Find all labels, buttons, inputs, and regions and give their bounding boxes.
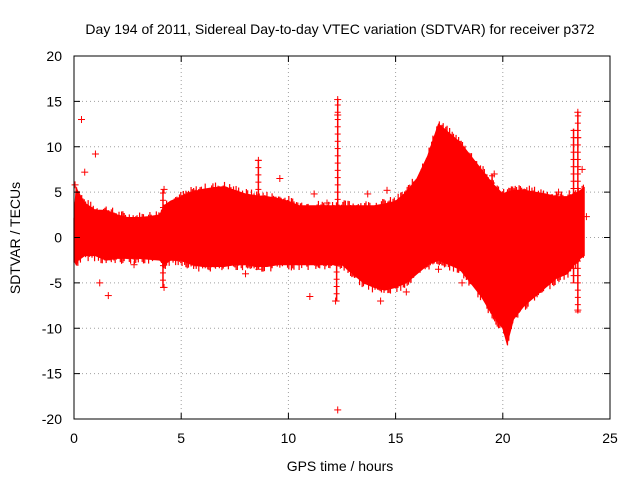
data-point	[434, 265, 442, 273]
tick-layer: 0 5 10 15 20 25 -20 -15 -10 -5 0 5 10 15 20	[42, 48, 618, 446]
y-tick-label: 10	[46, 139, 62, 155]
data-point	[404, 188, 412, 196]
data-point	[383, 186, 391, 194]
data-point	[334, 96, 342, 104]
x-tick-label: 10	[281, 430, 297, 446]
data-point	[377, 297, 385, 305]
data-point	[96, 279, 104, 287]
data-point	[160, 283, 168, 291]
data-point	[364, 190, 372, 198]
data-point	[130, 261, 138, 269]
x-tick-label: 15	[388, 430, 404, 446]
y-tick-label: 20	[46, 48, 62, 64]
data-point	[306, 292, 314, 300]
data-point	[91, 150, 99, 158]
y-tick-label: -10	[42, 320, 62, 336]
data-point	[81, 168, 89, 176]
data-point	[104, 292, 112, 300]
data-point	[242, 270, 250, 278]
data-point	[490, 170, 498, 178]
data-point	[582, 213, 590, 221]
data-point	[402, 288, 410, 296]
data-point	[334, 406, 342, 414]
y-tick-label: 15	[46, 93, 62, 109]
chart-title: Day 194 of 2011, Sidereal Day-to-day VTE…	[85, 21, 594, 37]
data-point	[160, 185, 168, 193]
data-point	[574, 108, 582, 116]
x-tick-label: 5	[177, 430, 185, 446]
data-point	[254, 156, 262, 164]
data-point	[417, 179, 425, 187]
data-point	[574, 306, 582, 314]
data-point	[520, 188, 528, 196]
data-layer	[71, 96, 590, 414]
x-axis-title: GPS time / hours	[287, 458, 394, 474]
data-point	[574, 134, 582, 142]
y-tick-label: -15	[42, 366, 62, 382]
x-tick-label: 20	[495, 430, 511, 446]
data-point	[332, 297, 340, 305]
x-tick-label: 25	[602, 430, 618, 446]
y-tick-label: -5	[50, 275, 63, 291]
data-point	[555, 188, 563, 196]
y-tick-label: 0	[54, 230, 62, 246]
x-tick-label: 0	[70, 430, 78, 446]
data-point	[578, 165, 586, 173]
data-point	[310, 190, 318, 198]
data-point	[488, 288, 496, 296]
y-tick-label: -20	[42, 411, 62, 427]
data-point	[458, 279, 466, 287]
y-tick-label: 5	[54, 184, 62, 200]
data-point	[334, 111, 342, 119]
data-point	[276, 175, 284, 183]
y-axis-title: SDTVAR / TECUs	[7, 182, 23, 294]
data-point	[71, 181, 79, 189]
data-point	[78, 116, 86, 124]
data-point	[323, 199, 331, 207]
